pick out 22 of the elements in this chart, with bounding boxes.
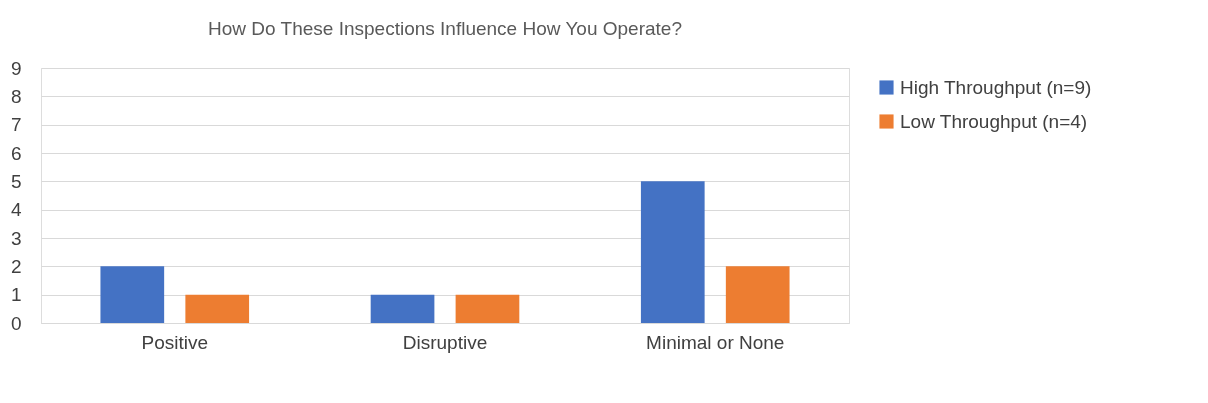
y-tick-label: 5 [10,170,22,192]
legend-label: High Throughput (n=9) [900,76,1092,98]
chart-title: How Do These Inspections Influence How You Operate? [208,18,682,39]
x-tick-label: Minimal or None [646,331,785,353]
y-tick-label: 4 [10,199,22,221]
y-tick-label: 2 [10,255,22,277]
y-tick-label: 6 [10,142,22,164]
bar [455,294,520,323]
legend-label: Low Throughput (n=4) [900,110,1088,132]
y-tick-label: 3 [10,227,22,249]
bar [100,266,165,323]
bar [185,294,250,323]
y-tick-label: 0 [10,312,22,334]
y-tick-label: 9 [10,57,22,79]
y-tick-label: 8 [10,85,22,107]
y-tick-label: 1 [10,284,22,306]
y-tick-label: 7 [10,114,22,136]
bar [370,294,435,323]
bar [640,181,705,323]
x-tick-label: Positive [141,331,209,353]
bar [725,266,790,323]
x-tick-label: Disruptive [402,331,488,353]
